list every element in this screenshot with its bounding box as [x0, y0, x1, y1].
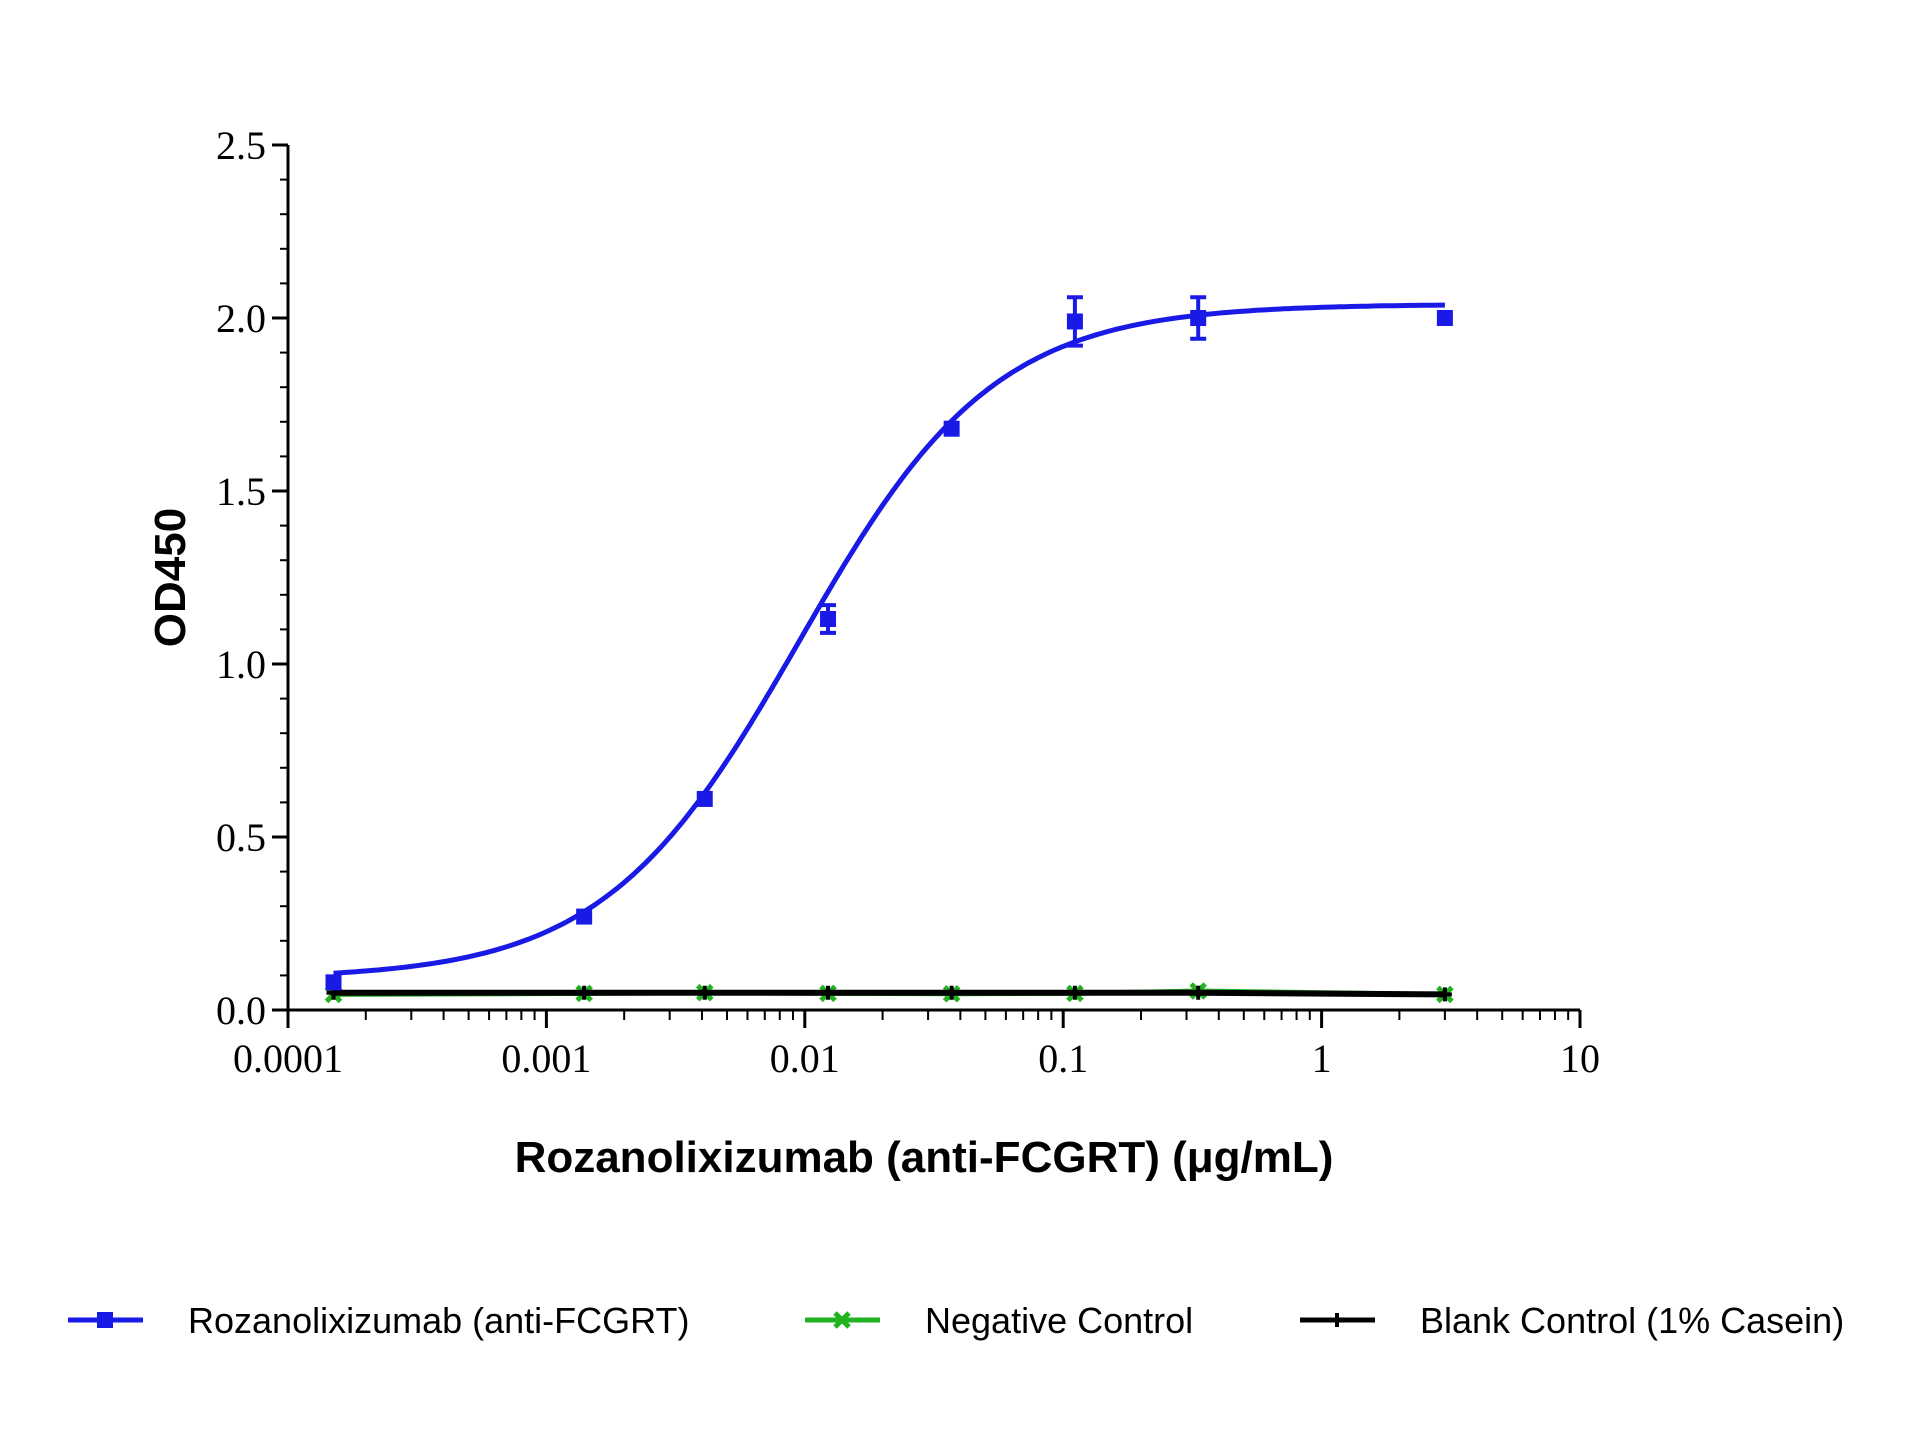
y-tick-label: 0.0 [216, 988, 266, 1033]
axes: 0.0 0.5 1.0 1.5 2.0 2.5 0.0001 0.001 0.01 0.1 1 10 [216, 123, 1600, 1081]
legend-swatch-marker [97, 1312, 113, 1328]
legend-label: Blank Control (1% Casein) [1420, 1300, 1844, 1341]
data-point [943, 420, 960, 437]
data-point [1437, 987, 1452, 1002]
series-layer [324, 295, 1454, 1004]
legend-item: Blank Control (1% Casein) [1300, 1300, 1844, 1341]
data-point [944, 985, 959, 1000]
x-axis-title: Rozanolixizumab (anti-FCGRT) (μg/mL) [515, 1133, 1334, 1182]
legend-label: Rozanolixizumab (anti-FCGRT) [188, 1300, 689, 1341]
data-point [1191, 985, 1206, 1000]
legend-item: Negative Control [805, 1300, 1193, 1341]
x-tick-label: 0.0001 [233, 1036, 343, 1081]
x-tick-label: 10 [1560, 1036, 1600, 1081]
data-point [696, 790, 713, 807]
series-line [333, 989, 1445, 998]
data-point [1066, 313, 1083, 330]
legend-swatch-marker [1330, 1313, 1344, 1327]
data-point [1067, 985, 1082, 1000]
data-point [577, 985, 592, 1000]
series-0 [325, 295, 1453, 991]
x-tick-label: 0.1 [1038, 1036, 1088, 1081]
x-tick-label: 0.01 [770, 1036, 840, 1081]
data-point [821, 985, 836, 1000]
data-point [576, 908, 593, 925]
x-tick-label: 0.001 [501, 1036, 591, 1081]
y-axis-title: OD450 [146, 508, 195, 647]
legend-label: Negative Control [925, 1300, 1193, 1341]
legend-item: Rozanolixizumab (anti-FCGRT) [68, 1300, 689, 1341]
y-tick-label: 1.5 [216, 469, 266, 514]
data-point [697, 985, 712, 1000]
y-tick-label: 2.0 [216, 296, 266, 341]
series-2 [326, 985, 1452, 1002]
fit-curve [333, 302, 1445, 976]
data-point [325, 974, 342, 991]
y-tick-label: 1.0 [216, 642, 266, 687]
y-tick-label: 0.5 [216, 815, 266, 860]
legend-swatch-marker [833, 1311, 851, 1329]
legend: Rozanolixizumab (anti-FCGRT) Negative Con… [68, 1300, 1844, 1341]
x-tick-label: 1 [1312, 1036, 1332, 1081]
data-point [820, 611, 837, 628]
data-point [1190, 310, 1207, 326]
y-tick-label: 2.5 [216, 123, 266, 168]
data-point [1436, 310, 1453, 326]
